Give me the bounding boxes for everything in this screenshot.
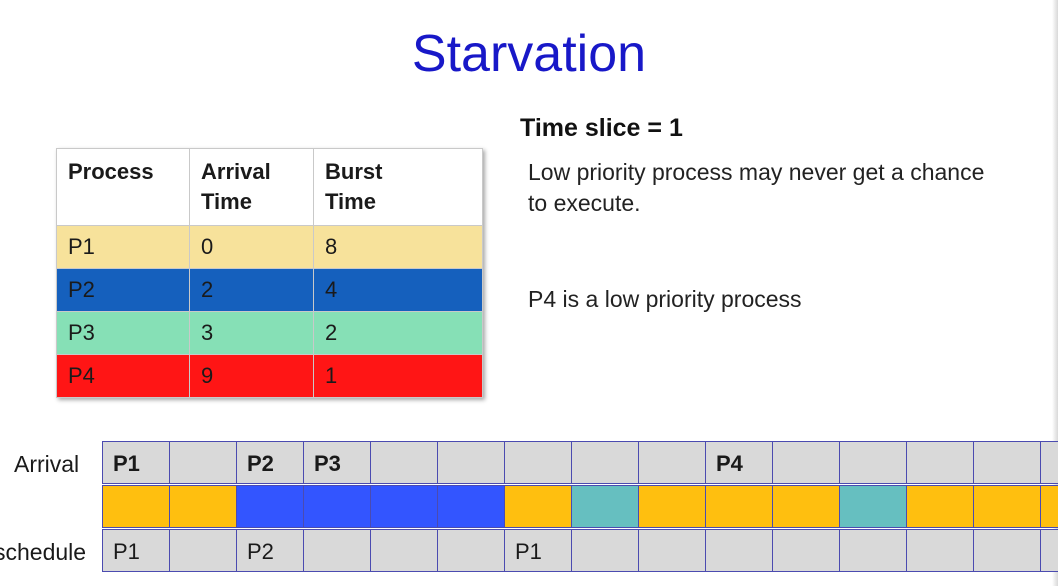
schedule-cell-3 xyxy=(303,529,371,572)
gantt-slot-1 xyxy=(169,485,237,528)
header-burst-time: Burst Time xyxy=(313,148,483,226)
gantt-slot-3 xyxy=(303,485,371,528)
gantt-slot-10 xyxy=(772,485,840,528)
low-priority-note: P4 is a low priority process xyxy=(528,286,802,312)
cell-burst: 1 xyxy=(313,354,483,398)
schedule-cell-8 xyxy=(638,529,706,572)
schedule-cell-2: P2 xyxy=(236,529,304,572)
arrival-cell-2: P2 xyxy=(236,441,304,484)
cell-process: P4 xyxy=(56,354,190,398)
process-row-p4: P4 9 1 xyxy=(56,354,483,398)
gantt-slot-9 xyxy=(705,485,773,528)
arrival-cell-8 xyxy=(638,441,706,484)
arrival-cell-3: P3 xyxy=(303,441,371,484)
cell-process: P2 xyxy=(56,268,190,312)
arrival-cell-7 xyxy=(571,441,639,484)
gantt-slot-8 xyxy=(638,485,706,528)
arrival-label: Arrival xyxy=(14,451,80,477)
schedule-row: P1 P2 P1 xyxy=(102,529,1058,572)
schedule-cell-7 xyxy=(571,529,639,572)
arrival-cell-1 xyxy=(169,441,237,484)
process-table: Process Arrival Time Burst Time P1 0 8 P2 2 4… xyxy=(56,148,483,398)
gantt-slot-6 xyxy=(504,485,572,528)
starvation-note: Low priority process may never get a cha… xyxy=(528,159,985,216)
arrival-cell-12 xyxy=(906,441,974,484)
cell-arrival: 3 xyxy=(189,311,314,355)
arrival-cell-4 xyxy=(370,441,438,484)
schedule-cell-6: P1 xyxy=(504,529,572,572)
cell-arrival: 9 xyxy=(189,354,314,398)
arrival-cell-9: P4 xyxy=(705,441,773,484)
gantt-slot-11 xyxy=(839,485,907,528)
gantt-slot-14 xyxy=(1040,485,1058,528)
schedule-cell-11 xyxy=(839,529,907,572)
schedule-cell-12 xyxy=(906,529,974,572)
header-process: Process xyxy=(56,148,190,226)
schedule-cell-13 xyxy=(973,529,1041,572)
schedule-cell-0: P1 xyxy=(102,529,170,572)
schedule-cell-9 xyxy=(705,529,773,572)
cell-process: P1 xyxy=(56,225,190,269)
process-row-p3: P3 3 2 xyxy=(56,311,483,355)
schedule-cell-1 xyxy=(169,529,237,572)
gantt-slot-5 xyxy=(437,485,505,528)
arrival-cell-13 xyxy=(973,441,1041,484)
header-arrival-time: Arrival Time xyxy=(189,148,314,226)
cell-burst: 2 xyxy=(313,311,483,355)
gantt-slot-4 xyxy=(370,485,438,528)
arrival-row: P1 P2 P3 P4 xyxy=(102,441,1058,484)
slide-title: Starvation xyxy=(411,25,647,83)
cell-process: P3 xyxy=(56,311,190,355)
process-row-p2: P2 2 4 xyxy=(56,268,483,312)
gantt-slot-2 xyxy=(236,485,304,528)
arrival-cell-0: P1 xyxy=(102,441,170,484)
schedule-cell-5 xyxy=(437,529,505,572)
arrival-cell-5 xyxy=(437,441,505,484)
window-edge xyxy=(1052,0,1058,586)
arrival-cell-10 xyxy=(772,441,840,484)
gantt-slot-12 xyxy=(906,485,974,528)
schedule-cell-4 xyxy=(370,529,438,572)
arrival-cell-11 xyxy=(839,441,907,484)
gantt-row xyxy=(102,485,1058,528)
cell-arrival: 0 xyxy=(189,225,314,269)
schedule-cell-14 xyxy=(1040,529,1058,572)
cell-burst: 8 xyxy=(313,225,483,269)
gantt-slot-0 xyxy=(102,485,170,528)
gantt-slot-7 xyxy=(571,485,639,528)
cell-arrival: 2 xyxy=(189,268,314,312)
time-slice-label: Time slice = 1 xyxy=(520,114,683,142)
process-row-p1: P1 0 8 xyxy=(56,225,483,269)
schedule-cell-10 xyxy=(772,529,840,572)
arrival-cell-6 xyxy=(504,441,572,484)
cell-burst: 4 xyxy=(313,268,483,312)
arrival-cell-14 xyxy=(1040,441,1058,484)
schedule-label: schedule xyxy=(0,539,87,565)
gantt-slot-13 xyxy=(973,485,1041,528)
